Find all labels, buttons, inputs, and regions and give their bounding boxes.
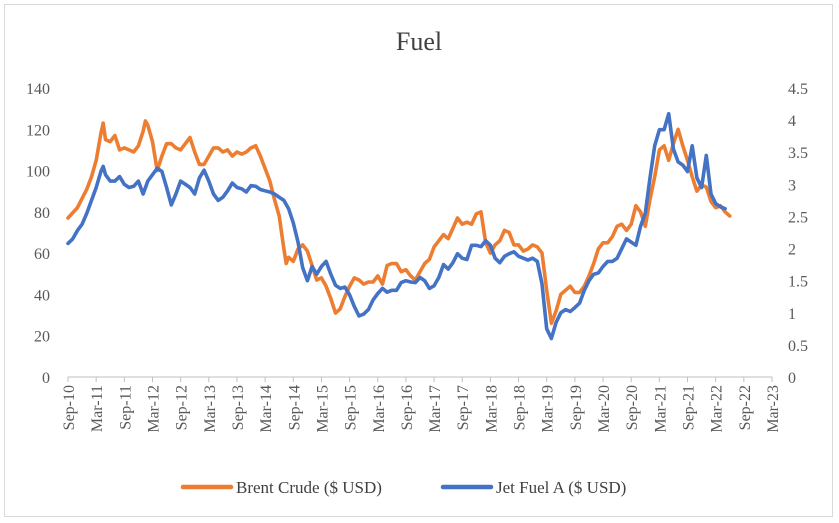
y-left-tick-label: 80 [34,205,50,222]
x-tick-label: Sep-18 [512,385,529,430]
x-tick-label: Sep-15 [343,385,360,430]
series-layer [66,111,732,341]
x-tick-label: Mar-17 [427,385,444,433]
y-right-tick-label: 1.5 [788,274,808,291]
series-line-brent-crude [66,119,732,326]
x-tick-label: Sep-19 [568,385,585,430]
x-tick-label: Sep-21 [681,385,698,430]
y-right-tick-label: 0 [788,370,796,387]
x-tick-label: Mar-14 [258,385,275,433]
x-tick-label: Sep-11 [117,385,134,430]
y-left-tick-label: 60 [34,246,50,263]
x-tick-label: Mar-12 [145,385,162,433]
y-left-tick-label: 100 [26,164,50,181]
x-tick-label: Sep-22 [737,385,754,430]
y-right-tick-label: 3.5 [788,145,808,162]
y-left-tick-label: 40 [34,287,50,304]
y-left-tick-label: 0 [42,370,50,387]
x-tick-label: Mar-21 [652,385,669,433]
x-tick-label: Sep-12 [174,385,191,430]
y-left-tick-label: 140 [26,81,50,98]
y-right-tick-label: 4 [788,113,796,130]
x-tick-label: Mar-23 [765,385,782,433]
x-tick-label: Mar-20 [596,385,613,433]
x-tick-label: Sep-16 [399,385,416,430]
x-axis: Sep-10 Mar-11 Sep-11 Mar-12 Sep-12 Mar-13 Sep-… [61,377,782,433]
x-tick-label: Mar-11 [89,385,106,432]
series-line-jet-fuel [66,111,727,341]
y-right-tick-label: 0.5 [788,338,808,355]
x-tick-label: Mar-15 [314,385,331,433]
x-tick-label: Mar-19 [540,385,557,433]
x-tick-label: Sep-20 [624,385,641,430]
x-tick-label: Sep-10 [61,385,78,430]
y-left-axis: 0 20 40 60 80 100 120 140 [26,81,50,387]
y-left-tick-label: 20 [34,329,50,346]
legend-label-jet-fuel: Jet Fuel A ($ USD) [496,478,626,497]
y-right-tick-label: 3 [788,177,796,194]
x-tick-label: Mar-13 [202,385,219,433]
chart-title: Fuel [396,27,442,56]
y-right-tick-label: 1 [788,306,796,323]
x-tick-label: Mar-16 [371,385,388,433]
legend-label-brent: Brent Crude ($ USD) [236,478,382,497]
x-tick-label: Sep-14 [286,385,303,430]
chart-frame [4,4,833,517]
y-right-tick-label: 2 [788,242,796,259]
y-left-tick-label: 120 [26,122,50,139]
y-right-tick-label: 4.5 [788,81,808,98]
x-tick-label: Mar-22 [709,385,726,433]
x-tick-label: Sep-17 [455,385,472,430]
y-right-axis: 0 0.5 1 1.5 2 2.5 3 3.5 4 4.5 [788,81,808,387]
x-tick-label: Mar-18 [483,385,500,433]
x-tick-label: Sep-13 [230,385,247,430]
y-right-tick-label: 2.5 [788,209,808,226]
legend: Brent Crude ($ USD) Jet Fuel A ($ USD) [180,478,626,497]
